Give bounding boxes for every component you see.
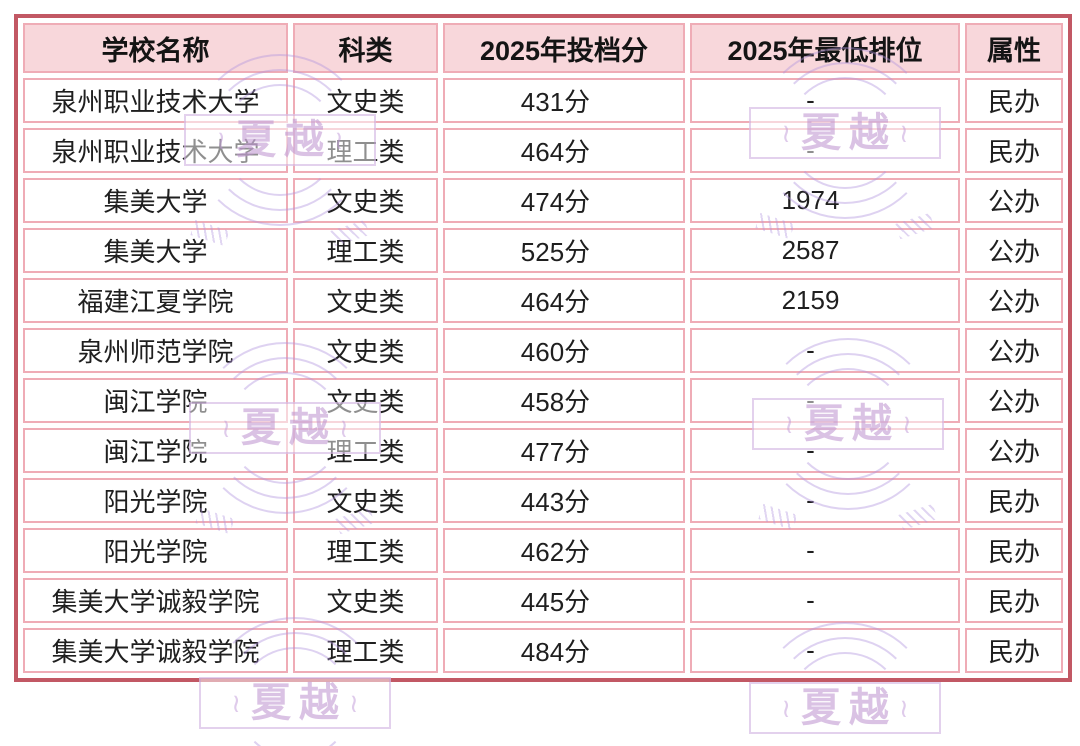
cell-score: 460分 xyxy=(443,328,685,373)
cell-rank: - xyxy=(690,328,960,373)
cell-attribute: 公办 xyxy=(965,228,1063,273)
cell-school: 闽江学院 xyxy=(23,378,288,423)
cell-category: 理工类 xyxy=(293,128,438,173)
watermark-edge: ≀ xyxy=(349,688,359,718)
watermark-edge: ≀ xyxy=(899,693,909,723)
cell-score: 443分 xyxy=(443,478,685,523)
table-row: 集美大学诚毅学院 文史类 445分 - 民办 xyxy=(23,578,1063,623)
cell-category: 理工类 xyxy=(293,628,438,673)
cell-rank: 2159 xyxy=(690,278,960,323)
cell-score: 431分 xyxy=(443,78,685,123)
header-row: 学校名称 科类 2025年投档分 2025年最低排位 属性 xyxy=(23,23,1063,73)
header-2025-min-rank: 2025年最低排位 xyxy=(690,23,960,73)
cell-rank: - xyxy=(690,78,960,123)
cell-score: 477分 xyxy=(443,428,685,473)
cell-school: 阳光学院 xyxy=(23,528,288,573)
cell-rank: 2587 xyxy=(690,228,960,273)
cell-attribute: 民办 xyxy=(965,478,1063,523)
cell-attribute: 民办 xyxy=(965,578,1063,623)
cell-attribute: 公办 xyxy=(965,378,1063,423)
table-row: 阳光学院 理工类 462分 - 民办 xyxy=(23,528,1063,573)
header-2025-score: 2025年投档分 xyxy=(443,23,685,73)
cell-score: 484分 xyxy=(443,628,685,673)
cell-attribute: 公办 xyxy=(965,428,1063,473)
cell-attribute: 公办 xyxy=(965,278,1063,323)
cell-attribute: 民办 xyxy=(965,128,1063,173)
table-row: 集美大学 文史类 474分 1974 公办 xyxy=(23,178,1063,223)
cell-school: 集美大学诚毅学院 xyxy=(23,578,288,623)
cell-category: 文史类 xyxy=(293,478,438,523)
cell-category: 理工类 xyxy=(293,428,438,473)
table-row: 泉州职业技术大学 理工类 464分 - 民办 xyxy=(23,128,1063,173)
cell-attribute: 公办 xyxy=(965,178,1063,223)
cell-school: 泉州职业技术大学 xyxy=(23,128,288,173)
cell-school: 闽江学院 xyxy=(23,428,288,473)
table-row: 集美大学诚毅学院 理工类 484分 - 民办 xyxy=(23,628,1063,673)
cell-rank: - xyxy=(690,528,960,573)
cell-rank: - xyxy=(690,628,960,673)
cell-score: 464分 xyxy=(443,128,685,173)
cell-category: 文史类 xyxy=(293,378,438,423)
cell-attribute: 民办 xyxy=(965,528,1063,573)
cell-attribute: 民办 xyxy=(965,628,1063,673)
table-row: 集美大学 理工类 525分 2587 公办 xyxy=(23,228,1063,273)
table-row: 闽江学院 理工类 477分 - 公办 xyxy=(23,428,1063,473)
cell-school: 福建江夏学院 xyxy=(23,278,288,323)
table-body: 泉州职业技术大学 文史类 431分 - 民办 泉州职业技术大学 理工类 464分… xyxy=(23,78,1063,673)
cell-school: 泉州师范学院 xyxy=(23,328,288,373)
header-school-name: 学校名称 xyxy=(23,23,288,73)
header-attribute: 属性 xyxy=(965,23,1063,73)
cell-school: 集美大学诚毅学院 xyxy=(23,628,288,673)
cell-rank: - xyxy=(690,128,960,173)
table-row: 泉州师范学院 文史类 460分 - 公办 xyxy=(23,328,1063,373)
cell-rank: - xyxy=(690,578,960,623)
cell-school: 集美大学 xyxy=(23,178,288,223)
cell-school: 集美大学 xyxy=(23,228,288,273)
cell-score: 445分 xyxy=(443,578,685,623)
cell-rank: - xyxy=(690,428,960,473)
table-row: 闽江学院 文史类 458分 - 公办 xyxy=(23,378,1063,423)
cell-category: 理工类 xyxy=(293,228,438,273)
watermark-banner: ≀ 夏越 ≀ xyxy=(749,682,941,734)
cell-category: 文史类 xyxy=(293,278,438,323)
cell-category: 理工类 xyxy=(293,528,438,573)
cell-rank: 1974 xyxy=(690,178,960,223)
cell-score: 462分 xyxy=(443,528,685,573)
table-row: 阳光学院 文史类 443分 - 民办 xyxy=(23,478,1063,523)
cell-rank: - xyxy=(690,478,960,523)
table-row: 泉州职业技术大学 文史类 431分 - 民办 xyxy=(23,78,1063,123)
watermark-text: 夏越 xyxy=(801,686,897,730)
cell-score: 458分 xyxy=(443,378,685,423)
cell-attribute: 民办 xyxy=(965,78,1063,123)
cell-rank: - xyxy=(690,378,960,423)
header-subject-category: 科类 xyxy=(293,23,438,73)
cell-category: 文史类 xyxy=(293,178,438,223)
cell-category: 文史类 xyxy=(293,578,438,623)
cell-attribute: 公办 xyxy=(965,328,1063,373)
cell-score: 525分 xyxy=(443,228,685,273)
cell-category: 文史类 xyxy=(293,78,438,123)
cell-category: 文史类 xyxy=(293,328,438,373)
watermark-text: 夏越 xyxy=(251,681,347,725)
watermark-edge: ≀ xyxy=(781,693,791,723)
watermark-banner: ≀ 夏越 ≀ xyxy=(199,677,391,729)
cell-score: 464分 xyxy=(443,278,685,323)
watermark-edge: ≀ xyxy=(231,688,241,718)
table-row: 福建江夏学院 文史类 464分 2159 公办 xyxy=(23,278,1063,323)
cell-school: 泉州职业技术大学 xyxy=(23,78,288,123)
table-header: 学校名称 科类 2025年投档分 2025年最低排位 属性 xyxy=(23,23,1063,73)
cell-score: 474分 xyxy=(443,178,685,223)
cell-school: 阳光学院 xyxy=(23,478,288,523)
admission-score-table: 学校名称 科类 2025年投档分 2025年最低排位 属性 泉州职业技术大学 文… xyxy=(14,14,1072,682)
